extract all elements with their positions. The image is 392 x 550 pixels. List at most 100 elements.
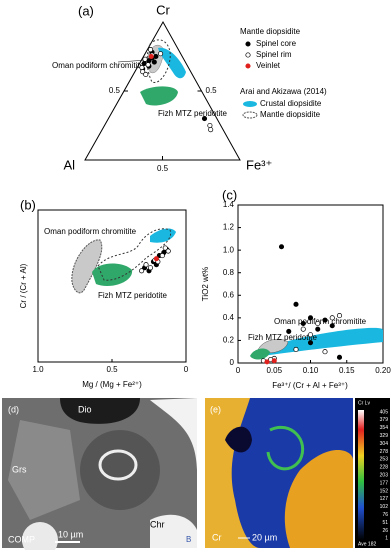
y-tick-label: 0.2 — [223, 336, 235, 345]
legend-swatch — [243, 101, 257, 107]
colorbar-level: 127 — [380, 496, 389, 502]
bse-image — [2, 398, 197, 550]
panel-label: (e) — [210, 404, 221, 414]
legend-label: Crustal diopsidite — [260, 99, 322, 108]
colorbar-level: 177 — [380, 480, 389, 486]
data-point — [322, 349, 328, 355]
x-axis-label: Mg / (Mg + Fe²⁺) — [82, 380, 142, 389]
fizh-area — [92, 263, 133, 287]
tick-label: 0.5 — [109, 86, 121, 95]
legend-label: Spinel core — [256, 39, 297, 48]
data-point — [145, 62, 151, 68]
x-tick-label: 0.5 — [106, 365, 118, 374]
crustal-area — [150, 228, 176, 243]
data-point — [271, 358, 277, 364]
x-tick-label: 0.10 — [303, 366, 319, 375]
data-point — [143, 71, 149, 77]
annotation: Oman podiform chromitite — [52, 61, 145, 70]
colorbar-level: 405 — [380, 409, 389, 415]
colorbar-level: 304 — [380, 441, 389, 447]
x-tick-label: 0.15 — [339, 366, 355, 375]
fizh-area — [140, 86, 178, 106]
data-point — [140, 69, 146, 75]
colorbar-level: 76 — [382, 512, 388, 518]
crustal-area — [262, 327, 383, 356]
colorbar-level: 379 — [380, 417, 389, 423]
y-tick-label: 1.2 — [223, 223, 235, 232]
panel-label: (c) — [222, 187, 237, 202]
element-label: Cr — [212, 532, 222, 542]
data-point — [307, 332, 314, 338]
corner-label: B — [186, 535, 191, 544]
tick-label: 0.5 — [206, 86, 218, 95]
data-point — [315, 326, 321, 332]
data-point — [139, 64, 145, 71]
data-point — [165, 248, 171, 254]
data-point — [329, 315, 335, 321]
panel-label: (a) — [78, 3, 94, 18]
x-tick-label: 0 — [184, 365, 189, 374]
legend-title: Arai and Akizawa (2014) — [240, 87, 327, 96]
data-point — [300, 320, 306, 327]
colorbar-level: 102 — [380, 504, 389, 510]
y-tick-label: 0.4 — [223, 313, 235, 322]
tick-label: 0.5 — [157, 164, 169, 173]
scale-label: 10 µm — [58, 529, 83, 539]
colorbar-level: 228 — [380, 465, 389, 471]
data-point — [162, 245, 168, 251]
data-point — [159, 253, 165, 259]
phase-label: Grs — [12, 464, 27, 474]
data-point — [264, 359, 270, 365]
y-tick-label: 0.8 — [223, 268, 235, 277]
annotation: Oman podiform chromitite — [274, 317, 367, 326]
x-tick-label: 0.20 — [375, 366, 391, 375]
colorbar-footer: Ave 182 — [358, 541, 376, 547]
data-point — [208, 127, 214, 133]
data-point — [315, 320, 321, 327]
mantle-area — [97, 228, 172, 281]
data-point — [147, 47, 154, 53]
annotation: Oman podiform chromitite — [44, 227, 137, 236]
data-point — [336, 313, 343, 319]
legend-label: Mantle diopsidite — [260, 110, 321, 119]
legend-label: Spinel rim — [256, 50, 292, 59]
data-point — [336, 354, 343, 360]
data-point — [158, 51, 164, 57]
colorbar-level: 26 — [382, 528, 388, 534]
vertex-label: Al — [63, 157, 75, 172]
mantle-area — [146, 39, 171, 83]
data-point — [293, 301, 299, 307]
data-point — [307, 340, 314, 346]
colorbar-level: 51 — [382, 520, 388, 526]
data-point — [153, 256, 159, 262]
data-point — [329, 323, 335, 329]
legend-label: Veinlet — [256, 61, 281, 70]
panel-label: (b) — [20, 197, 36, 212]
data-point — [300, 326, 306, 332]
colorbar-level: 329 — [380, 433, 389, 439]
oman-area — [71, 239, 103, 294]
y-tick-label: 0.6 — [223, 290, 235, 299]
colorbar-title: Cr Lv — [358, 400, 370, 406]
x-axis-label: Fe³⁺/ (Cr + Al + Fe³⁺) — [272, 381, 348, 390]
detector-label: COMP — [8, 534, 35, 544]
colorbar-level: 354 — [380, 425, 389, 431]
legend-marker — [245, 52, 251, 58]
data-point — [322, 317, 328, 323]
colorbar-level: 1 — [385, 536, 388, 542]
element-map — [205, 398, 390, 548]
annotation: Fizh MTZ peridotite — [98, 291, 167, 300]
legend-swatch — [242, 111, 258, 119]
data-point — [286, 328, 292, 334]
y-tick-label: 1.4 — [223, 200, 235, 209]
x-tick-label: 0.05 — [266, 366, 282, 375]
legend-marker — [245, 63, 251, 69]
legend-marker — [245, 41, 251, 47]
data-point — [143, 262, 149, 268]
data-point — [147, 265, 154, 271]
y-axis-label: TiO2 wt% — [201, 267, 210, 301]
y-tick-label: 0 — [230, 358, 235, 367]
annotation: Fizh MTZ peridotite — [248, 333, 317, 342]
phase-label: Dio — [78, 404, 92, 414]
